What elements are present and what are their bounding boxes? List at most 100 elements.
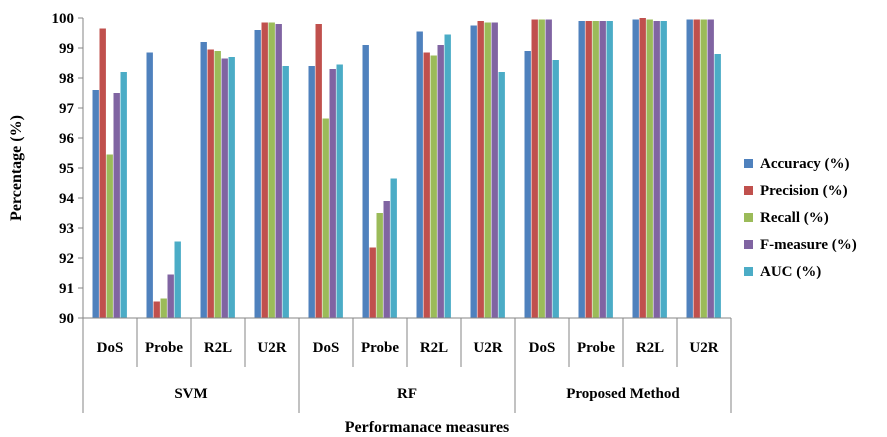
bar-auc [552, 60, 559, 318]
bar-recall [376, 213, 383, 318]
x-category-label: R2L [420, 340, 448, 356]
y-tick-label: 91 [59, 281, 74, 297]
bar-precision [315, 24, 322, 318]
legend-swatch [744, 213, 753, 222]
x-category-label: U2R [473, 340, 502, 356]
legend-label: AUC (%) [760, 264, 821, 280]
x-category-label: DoS [313, 340, 340, 356]
bar-precision [477, 21, 484, 318]
bar-f-measure [221, 58, 228, 318]
bar-auc [282, 66, 289, 318]
bar-recall [430, 55, 437, 318]
x-category-label: DoS [97, 340, 124, 356]
bar-f-measure [545, 19, 552, 318]
legend-swatch [744, 186, 753, 195]
bar-recall [322, 118, 329, 318]
x-category-label: Probe [361, 340, 399, 356]
bar-recall [538, 19, 545, 318]
bar-precision [423, 52, 430, 318]
legend-swatch [744, 267, 753, 276]
bar-f-measure [383, 201, 390, 318]
bar-auc [714, 54, 721, 318]
bar-f-measure [599, 21, 606, 318]
bar-accuracy [416, 31, 423, 318]
bar-auc [336, 64, 343, 318]
bar-precision [639, 18, 646, 318]
bar-f-measure [437, 45, 444, 318]
y-tick-label: 96 [59, 131, 75, 147]
bar-auc [498, 72, 505, 318]
x-category-label: U2R [257, 340, 286, 356]
axes [82, 18, 732, 413]
x-axis-categories: DoS Probe R2L U2R DoS Probe R2L U2R DoS Probe R2L U… [97, 340, 719, 402]
bar-auc [444, 34, 451, 318]
bar-accuracy [146, 52, 153, 318]
legend-swatch [744, 159, 753, 168]
bar-f-measure [491, 22, 498, 318]
bars [92, 18, 721, 318]
legend-label: Accuracy (%) [760, 156, 850, 172]
bar-precision [207, 49, 214, 318]
bar-precision [585, 21, 592, 318]
bar-auc [606, 21, 613, 318]
bar-auc [120, 72, 127, 318]
x-group-label: RF [397, 386, 417, 402]
bar-auc [228, 57, 235, 318]
x-group-label: Proposed Method [566, 386, 680, 402]
y-tick-label: 95 [59, 161, 74, 177]
bar-auc [660, 21, 667, 318]
x-category-label: R2L [204, 340, 232, 356]
bar-f-measure [275, 24, 282, 318]
bar-accuracy [578, 21, 585, 318]
bar-precision [693, 19, 700, 318]
x-category-label: U2R [689, 340, 718, 356]
y-tick-label: 92 [59, 251, 74, 267]
bar-auc [390, 178, 397, 318]
y-tick-label: 99 [59, 41, 74, 57]
legend-label: Precision (%) [760, 183, 848, 199]
y-tick-label: 90 [59, 311, 74, 327]
x-axis-title: Performanace measures [345, 419, 510, 436]
bar-accuracy [470, 25, 477, 318]
bar-precision [99, 28, 106, 318]
x-category-label: DoS [529, 340, 556, 356]
y-tick-label: 98 [59, 71, 74, 87]
y-axis-title: Percentage (%) [8, 115, 25, 221]
y-tick-label: 97 [59, 101, 75, 117]
legend-label: F-measure (%) [760, 237, 857, 253]
legend-swatch [744, 240, 753, 249]
bar-accuracy [632, 19, 639, 318]
y-tick-label: 93 [59, 221, 74, 237]
legend: Accuracy (%) Precision (%) Recall (%) F-mea… [744, 156, 857, 280]
x-category-label: Probe [145, 340, 183, 356]
bar-recall [700, 19, 707, 318]
bar-accuracy [524, 51, 531, 318]
y-axis-ticks: 90 91 92 93 94 95 96 97 98 99 100 [52, 11, 83, 327]
bar-f-measure [113, 93, 120, 318]
bar-precision [261, 22, 268, 318]
bar-accuracy [92, 90, 99, 318]
bar-f-measure [167, 274, 174, 318]
bar-f-measure [707, 19, 714, 318]
bar-accuracy [254, 30, 261, 318]
legend-label: Recall (%) [760, 210, 829, 226]
bar-recall [268, 22, 275, 318]
x-group-label: SVM [174, 386, 207, 402]
bar-recall [160, 298, 167, 318]
bar-recall [484, 22, 491, 318]
bar-precision [369, 247, 376, 318]
bar-accuracy [362, 45, 369, 318]
bar-recall [646, 19, 653, 318]
bar-accuracy [308, 66, 315, 318]
bar-precision [531, 19, 538, 318]
bar-auc [174, 241, 181, 318]
bar-recall [214, 51, 221, 318]
x-category-label: Probe [577, 340, 615, 356]
bar-recall [592, 21, 599, 318]
x-category-label: R2L [636, 340, 664, 356]
y-tick-label: 94 [59, 191, 75, 207]
bar-precision [153, 301, 160, 318]
bar-f-measure [329, 69, 336, 318]
y-tick-label: 100 [52, 11, 75, 27]
